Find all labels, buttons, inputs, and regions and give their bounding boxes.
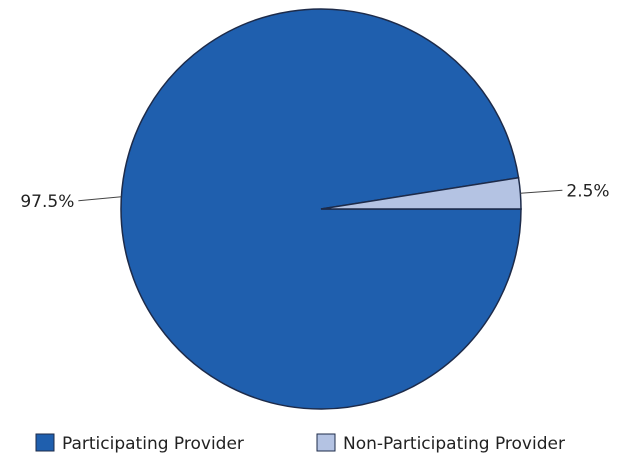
leader-line-participating xyxy=(78,196,122,202)
data-label-non-participating: 2.5% xyxy=(566,181,609,201)
leader-line-non-participating xyxy=(520,189,563,194)
legend-swatch-participating-provider xyxy=(35,433,55,452)
legend-label-non-participating-provider: Non-Participating Provider xyxy=(343,434,565,454)
legend-swatch-non-participating-provider xyxy=(316,433,336,452)
legend-item-non-participating-provider: Non-Participating Provider xyxy=(316,433,565,454)
data-label-participating: 97.5% xyxy=(20,192,74,212)
legend-item-participating-provider: Participating Provider xyxy=(35,433,244,454)
legend-label-participating-provider: Participating Provider xyxy=(62,434,244,454)
